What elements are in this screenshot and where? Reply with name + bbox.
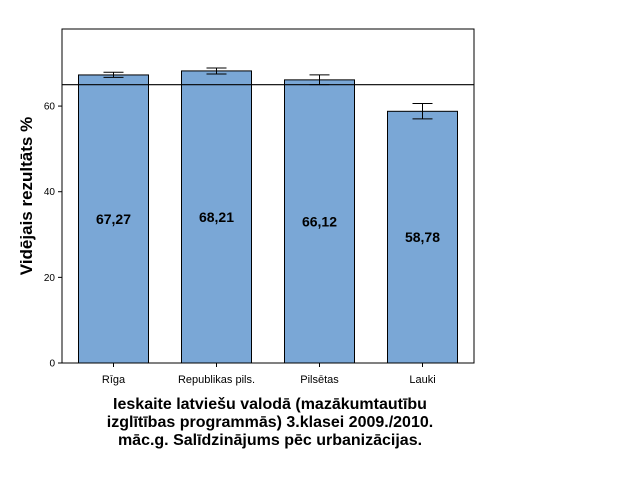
data-label: 68,21 — [199, 209, 234, 225]
y-tick-label: 60 — [44, 102, 56, 113]
category-label: Lauki — [409, 374, 435, 386]
x-axis-title-line-1: Ieskaite latviešu valodā (mazākumtautību — [113, 396, 427, 413]
plot-area: 0 20 40 60 67,27 Rīga 68,21 Republikas pils. 66,… — [44, 28, 475, 386]
bar — [387, 110, 458, 364]
data-label: 58,78 — [405, 229, 440, 245]
bar — [181, 70, 252, 364]
x-axis-title-line-2: izglītības programmās) 3.klasei 2009./20… — [106, 414, 434, 431]
category-label: Republikas pils. — [178, 374, 255, 386]
x-axis-title-line-3: māc.g. Salīdzinājums pēc urbanizācijas. — [117, 432, 423, 449]
data-label: 66,12 — [302, 213, 337, 229]
x-axis-title: Ieskaite latviešu valodā (mazākumtautību… — [60, 396, 480, 450]
category-label: Rīga — [102, 374, 126, 386]
bar — [78, 74, 149, 364]
category-label: Pilsētas — [300, 374, 339, 386]
y-axis-label: Vidējais rezultāts % — [17, 117, 36, 275]
bar — [284, 79, 355, 364]
data-label: 67,27 — [96, 211, 131, 227]
y-tick-label: 20 — [44, 273, 56, 284]
y-tick-label: 0 — [49, 359, 55, 370]
y-tick-label: 40 — [44, 187, 56, 198]
plot-frame — [61, 28, 475, 364]
